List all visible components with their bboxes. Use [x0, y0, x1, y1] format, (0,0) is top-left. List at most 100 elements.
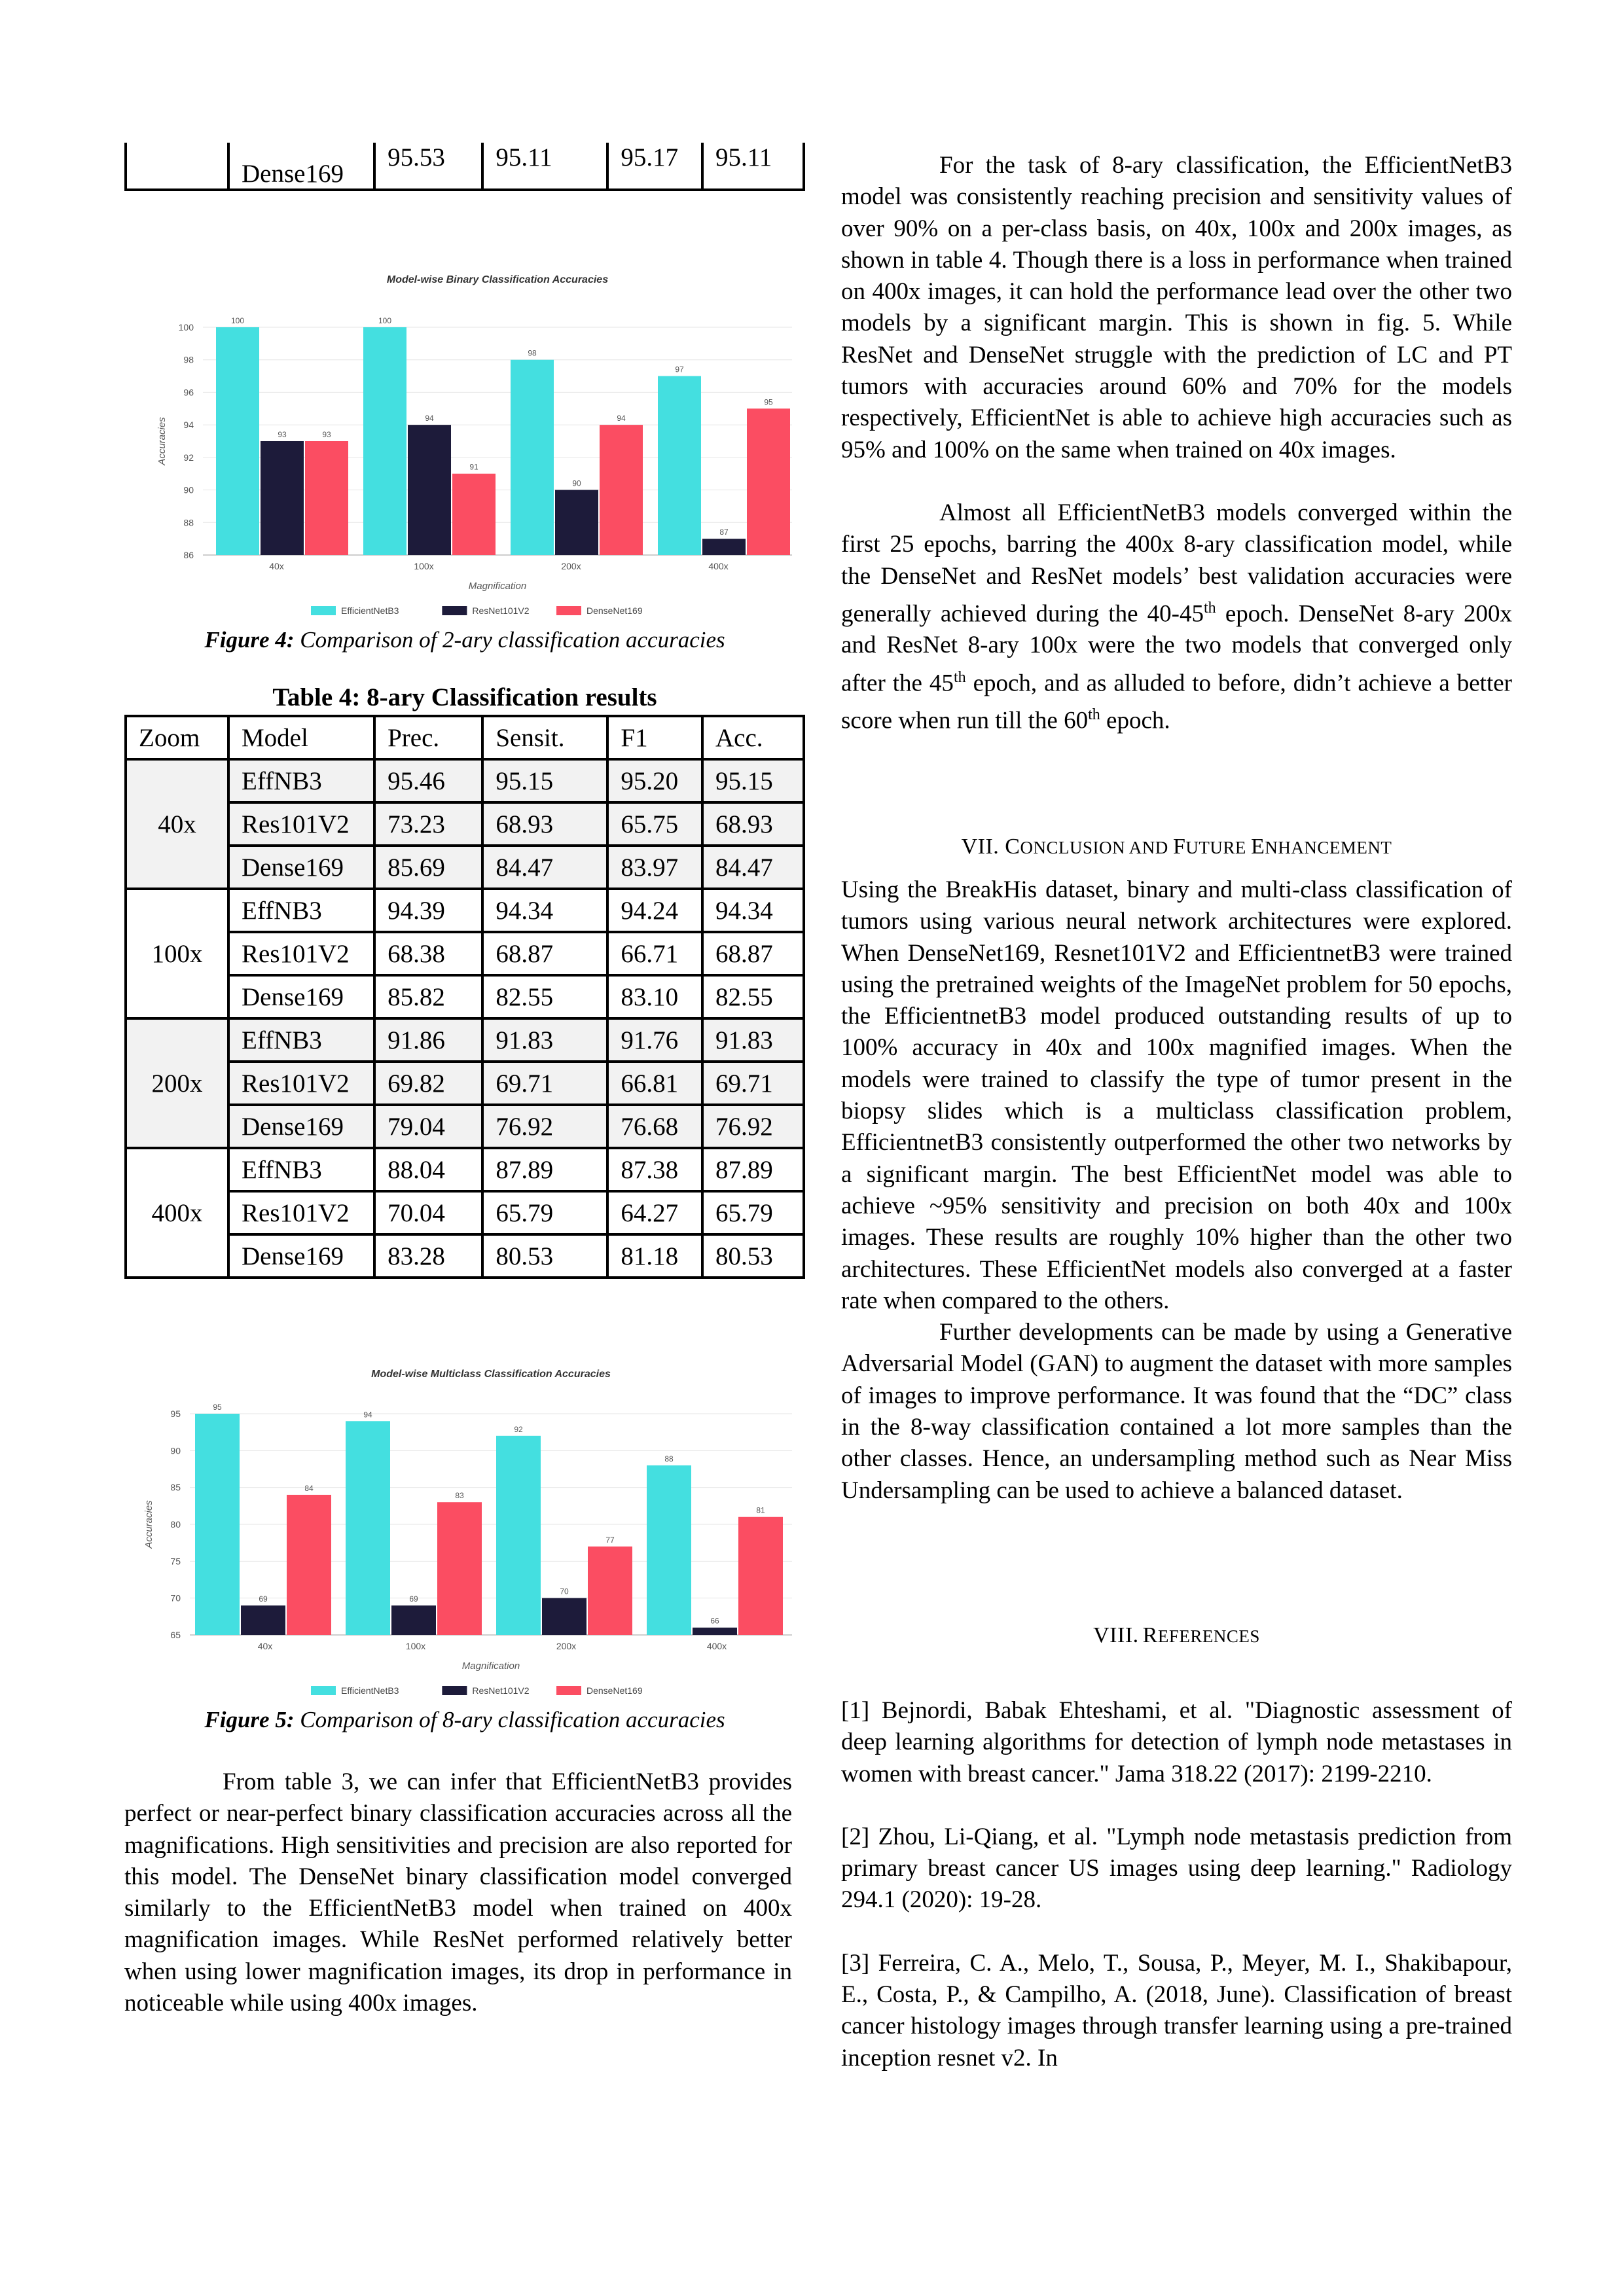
bar-resnet101v2: [261, 441, 304, 555]
heading-part: VII. C: [961, 834, 1020, 859]
table-cell: 68.93: [481, 801, 609, 847]
data-label: 97: [675, 365, 684, 374]
x-tick-label: 40x: [258, 1641, 273, 1651]
table-cell: 76.92: [481, 1103, 609, 1149]
superscript: th: [1204, 599, 1216, 617]
table-row: Res101V2 73.23 68.93 65.75 68.93: [126, 801, 805, 847]
table-row: Dense169 85.82 82.55 83.10 82.55: [126, 974, 805, 1020]
table-row: Dense169 79.04 76.92 76.68 76.92: [126, 1103, 805, 1149]
table-header-row: Zoom Model Prec. Sensit. F1 Acc.: [124, 715, 805, 761]
heading-part: EFERENCES: [1157, 1626, 1260, 1646]
legend-entry: ResNet101V2: [472, 1685, 529, 1696]
table-cell: 84.47: [481, 844, 609, 890]
paragraph: Further developments can be made by usin…: [841, 1319, 1512, 1504]
table-cell: 69.82: [373, 1060, 484, 1106]
table-cell: 80.53: [481, 1233, 609, 1279]
data-label: 90: [572, 479, 581, 488]
bar-resnet101v2: [693, 1627, 737, 1635]
chart-title: Model-wise Binary Classification Accurac…: [387, 274, 608, 285]
table-cell: Res101V2: [226, 1060, 376, 1106]
data-label: 94: [363, 1410, 372, 1419]
y-tick-label: 70: [170, 1593, 181, 1604]
legend-entry: ResNet101V2: [472, 605, 529, 616]
legend-swatch: [442, 606, 467, 615]
table-cell: 91.76: [606, 1017, 704, 1063]
table-header-cell: Zoom: [124, 715, 230, 761]
table-cell: Dense169: [226, 143, 376, 191]
table-cell: 68.87: [481, 931, 609, 977]
y-tick-label: 98: [183, 355, 194, 365]
right-column-text: For the task of 8-ary classification, th…: [841, 150, 1512, 737]
table-cell: 91.83: [701, 1017, 805, 1063]
bar-densenet169: [452, 473, 496, 555]
y-tick-label: 94: [183, 420, 194, 430]
table-cell: 95.46: [373, 758, 484, 804]
table-cell: 68.38: [373, 931, 484, 977]
section-heading-conclusion: VII. CONCLUSION AND FUTURE ENHANCEMENT: [841, 834, 1512, 859]
data-label: 83: [455, 1491, 464, 1500]
bar-efficientnetb3: [658, 376, 701, 555]
legend-entry: EfficientNetB3: [341, 1685, 399, 1696]
bar-densenet169: [305, 441, 348, 555]
table-cell: 65.79: [481, 1190, 609, 1236]
legend-swatch: [442, 1686, 467, 1695]
bar-densenet169: [287, 1494, 331, 1635]
bar-densenet169: [588, 1546, 632, 1635]
table-cell: [124, 143, 230, 191]
table-cell: 87.89: [481, 1147, 609, 1193]
table-cell: 94.34: [701, 888, 805, 933]
table-cell: EffNB3: [226, 1147, 376, 1193]
table-cell: 69.71: [481, 1060, 609, 1106]
y-tick-label: 75: [170, 1556, 181, 1566]
data-label: 100: [378, 316, 391, 325]
data-label: 100: [231, 316, 244, 325]
y-axis-label: Accuracies: [156, 417, 168, 466]
data-label: 95: [213, 1403, 222, 1412]
bar-efficientnetb3: [346, 1421, 390, 1635]
table-cell: 91.86: [373, 1017, 484, 1063]
data-label: 88: [664, 1454, 674, 1463]
table-cell: 81.18: [606, 1233, 704, 1279]
y-axis-label: Accuracies: [143, 1500, 154, 1549]
legend-swatch: [311, 606, 336, 615]
data-label: 94: [425, 414, 434, 423]
data-label: 84: [304, 1484, 314, 1493]
table-cell: Res101V2: [226, 1190, 376, 1236]
table-header-cell: Prec.: [373, 715, 484, 761]
heading-part: NHANCEMENT: [1265, 838, 1392, 857]
bar-densenet169: [747, 408, 790, 555]
table-cell: EffNB3: [226, 888, 376, 933]
table-cell: 79.04: [373, 1103, 484, 1149]
table-row: Dense169 83.28 80.53 81.18 80.53: [126, 1233, 805, 1279]
table-cell: 82.55: [481, 974, 609, 1020]
table-header-cell: Acc.: [701, 715, 805, 761]
y-tick-label: 100: [179, 322, 194, 332]
x-tick-label: 200x: [561, 561, 581, 571]
paragraph: Using the BreakHis dataset, binary and m…: [841, 876, 1512, 1314]
table-cell: 95.20: [606, 758, 704, 804]
paragraph-part: Almost all EfficientNetB3 models converg…: [841, 499, 1512, 628]
legend-swatch: [311, 1686, 336, 1695]
data-label: 70: [560, 1587, 569, 1596]
references-list: [1] Bejnordi, Babak Ehteshami, et al. "D…: [841, 1695, 1512, 2106]
table-row: Res101V2 69.82 69.71 66.81 69.71: [126, 1060, 805, 1106]
bar-densenet169: [600, 425, 643, 555]
table-cell: 64.27: [606, 1190, 704, 1236]
table-cell: 95.17: [606, 143, 704, 191]
data-label: 98: [528, 349, 537, 358]
x-axis-label: Magnification: [462, 1660, 520, 1672]
x-tick-label: 400x: [708, 561, 728, 571]
table-cell: 66.81: [606, 1060, 704, 1106]
y-tick-label: 92: [183, 452, 194, 463]
table-cell: 87.38: [606, 1147, 704, 1193]
y-tick-label: 65: [170, 1630, 181, 1640]
table-cell: 76.92: [701, 1103, 805, 1149]
table-cell: 66.71: [606, 931, 704, 977]
table-row: 200x EffNB3 91.86 91.83 91.76 91.83: [124, 1017, 805, 1149]
table-cell: 95.11: [701, 143, 805, 191]
bar-efficientnetb3: [195, 1414, 240, 1635]
y-tick-label: 95: [170, 1408, 181, 1419]
table-row: 100x EffNB3 94.39 94.34 94.24 94.34: [124, 888, 805, 1020]
table-cell: 95.11: [481, 143, 609, 191]
table4-title: Table 4: 8-ary Classification results: [272, 683, 657, 711]
